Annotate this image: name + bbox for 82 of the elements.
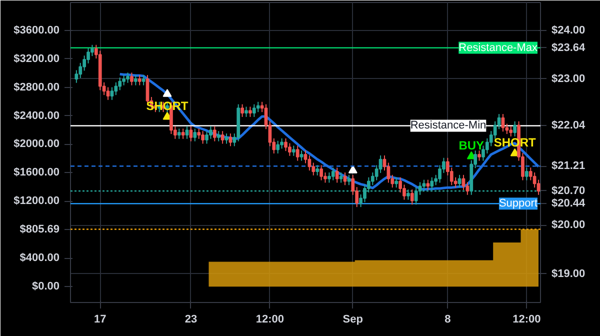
- candlestick: [328, 172, 331, 184]
- candlestick: [280, 138, 284, 150]
- candlestick: [410, 189, 414, 206]
- candlestick: [284, 138, 288, 152]
- candlestick: [209, 126, 212, 140]
- candlestick: [216, 130, 220, 142]
- candlestick: [524, 167, 528, 181]
- candlestick: [244, 106, 248, 118]
- ref-line-label: Resistance-Max: [458, 42, 538, 54]
- y-tick-label: $2000.00: [14, 138, 60, 150]
- candlestick: [288, 142, 292, 156]
- x-tick-label: 17: [94, 314, 106, 326]
- candlestick: [197, 128, 201, 140]
- candlestick: [114, 82, 118, 96]
- candlestick: [118, 77, 122, 91]
- ref-line-label: Resistance-Min: [410, 120, 486, 132]
- candlestick: [189, 126, 193, 142]
- x-tick-label: 12:00: [256, 314, 284, 326]
- candlestick: [256, 101, 260, 113]
- y2-tick-label: $20.00: [552, 219, 586, 232]
- y-tick-label: $400.00: [20, 252, 60, 264]
- candlestick: [536, 179, 540, 196]
- candlestick: [201, 130, 204, 144]
- candlestick: [509, 126, 513, 137]
- candlestick: [130, 72, 134, 86]
- candlestick: [292, 145, 296, 156]
- candlestick: [212, 126, 216, 142]
- y2-tick-label: $23.00: [552, 72, 586, 85]
- y2-tick-label: $21.21: [552, 160, 586, 172]
- y-tick-label: $0.00: [32, 280, 60, 293]
- candlestick: [394, 176, 398, 188]
- y-tick-label: $1200.00: [14, 195, 60, 208]
- candlestick: [220, 130, 224, 144]
- x-tick-label: Sep: [342, 314, 364, 326]
- candlestick: [122, 74, 126, 86]
- candlestick: [106, 86, 110, 100]
- candlestick: [138, 74, 142, 86]
- y-tick-label: $805.69: [20, 223, 60, 236]
- candlestick: [74, 70, 78, 84]
- point: [162, 88, 172, 97]
- x-tick-label: 8: [444, 314, 451, 326]
- y2-tick-label: $23.64: [552, 42, 586, 54]
- candlestick: [134, 74, 138, 86]
- data-label: BUY: [458, 138, 484, 152]
- ref-line-label: Support: [498, 198, 538, 210]
- y-tick-label: $1600.00: [14, 166, 60, 179]
- candlestick: [142, 74, 146, 86]
- y2-tick-label: $19.00: [552, 268, 586, 280]
- candlestick: [513, 120, 517, 137]
- candlestick: [426, 179, 430, 190]
- candlestick: [478, 150, 481, 162]
- candlestick: [126, 72, 130, 84]
- y-tick-label: $3600.00: [14, 24, 60, 36]
- x-tick-label: 12:00: [512, 314, 541, 326]
- candlestick: [185, 126, 189, 140]
- y-tick-label: $2800.00: [14, 81, 60, 94]
- candlestick: [339, 172, 343, 184]
- candlestick: [276, 140, 280, 154]
- candlestick: [224, 133, 228, 144]
- y2-tick-label: $24.00: [552, 24, 586, 36]
- x-tick-label: 23: [184, 314, 198, 326]
- candlestick: [228, 133, 232, 147]
- candlestick: [386, 162, 390, 184]
- candlestick: [300, 150, 304, 162]
- candlestick: [193, 128, 197, 142]
- candlestick: [335, 167, 339, 184]
- candlestick: [320, 164, 323, 181]
- candlestick: [181, 128, 185, 140]
- candlestick: [331, 167, 335, 181]
- candlestick: [252, 104, 256, 118]
- candlestick: [110, 86, 114, 100]
- candlestick: [304, 150, 308, 164]
- y-tick-label: $3200.00: [14, 52, 60, 65]
- candlestick: [177, 128, 181, 140]
- candlestick: [296, 145, 300, 162]
- candlestick: [316, 164, 320, 176]
- y2-tick-label: $20.70: [552, 184, 586, 197]
- y-tick-label: $2400.00: [14, 110, 60, 122]
- y2-tick-label: $20.44: [552, 198, 586, 210]
- y2-tick-label: $22.04: [552, 120, 586, 132]
- candlestick: [240, 104, 244, 118]
- candlestick: [248, 106, 252, 118]
